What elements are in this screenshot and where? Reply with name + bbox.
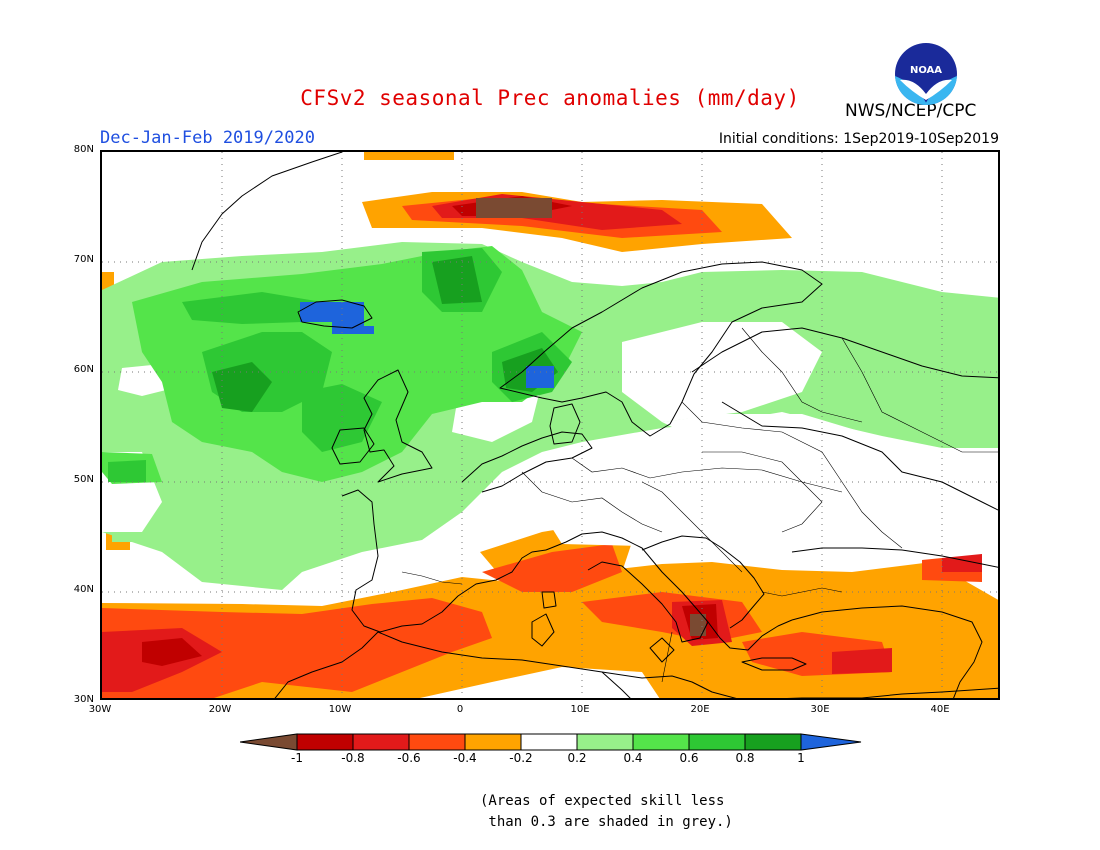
graticule	[102, 152, 998, 698]
lon-label-30e: 30E	[810, 704, 830, 715]
lon-label-20w: 20W	[208, 704, 232, 715]
legend-swatch	[296, 733, 354, 751]
map-canvas	[102, 152, 998, 698]
legend-tick: -0.8	[341, 751, 365, 765]
agency-label: NWS/NCEP/CPC	[845, 101, 977, 121]
logo-text: NOAA	[910, 65, 942, 76]
lat-label-30n: 30N	[73, 694, 94, 705]
legend-swatch	[464, 733, 522, 751]
forecast-period: Dec-Jan-Feb 2019/2020	[100, 128, 315, 148]
legend-swatch	[408, 733, 466, 751]
legend-swatch	[352, 733, 410, 751]
color-legend	[240, 733, 862, 751]
lon-label-10w: 10W	[328, 704, 352, 715]
legend-swatch	[576, 733, 634, 751]
legend-tick: -1	[291, 751, 303, 765]
legend-tick: 0.4	[623, 751, 643, 765]
legend-tick: -0.6	[397, 751, 421, 765]
legend-swatch-below-minus-1	[240, 733, 298, 751]
lat-label-70n: 70N	[73, 254, 94, 265]
legend-tick: 0.2	[567, 751, 587, 765]
lon-label-0: 0	[456, 704, 464, 715]
legend-swatch	[688, 733, 746, 751]
lon-label-10e: 10E	[570, 704, 590, 715]
skill-footnote: (Areas of expected skill less than 0.3 a…	[480, 793, 733, 830]
lat-label-60n: 60N	[73, 364, 94, 375]
lat-label-80n: 80N	[73, 144, 94, 155]
legend-swatch	[744, 733, 802, 751]
lat-label-40n: 40N	[73, 584, 94, 595]
legend-tick: 0.6	[679, 751, 699, 765]
noaa-logo: NOAA	[895, 43, 957, 106]
legend-tick: -0.2	[509, 751, 533, 765]
anomaly-shading	[102, 152, 998, 698]
chart-title: CFSv2 seasonal Prec anomalies (mm/day)	[300, 86, 800, 110]
initial-conditions: Initial conditions: 1Sep2019-10Sep2019	[718, 131, 999, 147]
lat-label-50n: 50N	[73, 474, 94, 485]
legend-tick: 0.8	[735, 751, 755, 765]
lon-label-40e: 40E	[930, 704, 950, 715]
legend-tick: -0.4	[453, 751, 477, 765]
legend-swatch	[632, 733, 690, 751]
legend-swatch-above-1	[800, 733, 862, 751]
borders	[401, 327, 998, 683]
legend-swatch	[520, 733, 578, 751]
precip-anomaly-map	[100, 150, 1000, 700]
lon-label-30w: 30W	[88, 704, 112, 715]
legend-tick: 1	[797, 751, 805, 765]
lon-label-20e: 20E	[690, 704, 710, 715]
